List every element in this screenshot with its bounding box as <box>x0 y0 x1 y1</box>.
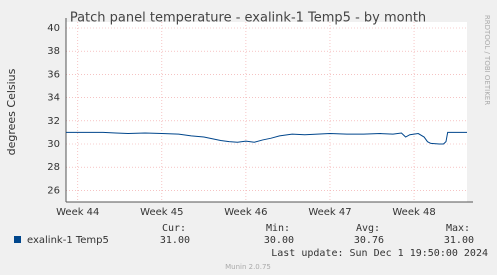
y-axis-label: degrees Celsius <box>5 68 18 155</box>
chart-title: Patch panel temperature - exalink-1 Temp… <box>70 11 426 26</box>
stat-header: Max: <box>446 223 470 234</box>
legend-label: exalink-1 Temp5 <box>27 235 109 246</box>
y-tick-label: 28 <box>47 162 60 173</box>
stat-header: Min: <box>266 223 290 234</box>
stat-value: 31.00 <box>160 235 190 246</box>
stat-header: Cur: <box>162 223 186 234</box>
y-tick-label: 26 <box>47 185 60 196</box>
data-line <box>66 131 467 145</box>
y-tick-label: 32 <box>47 116 60 127</box>
legend-swatch <box>14 236 21 243</box>
plot-area <box>66 22 467 202</box>
y-tick-label: 40 <box>47 23 60 34</box>
stat-value: 30.76 <box>354 235 384 246</box>
side-label: RRDTOOL / TOBI OETIKER <box>483 15 491 105</box>
x-tick-label: Week 44 <box>56 207 99 218</box>
y-tick-label: 38 <box>47 46 60 57</box>
y-tick-label: 34 <box>47 93 60 104</box>
stat-value: 30.00 <box>264 235 294 246</box>
footer: Munin 2.0.75 <box>225 263 271 271</box>
x-tick-label: Week 48 <box>392 207 435 218</box>
stat-value: 31.00 <box>444 235 474 246</box>
last-update: Last update: Sun Dec 1 19:50:00 2024 <box>271 248 488 259</box>
x-tick-label: Week 47 <box>308 207 351 218</box>
x-tick-label: Week 46 <box>224 207 267 218</box>
x-tick-label: Week 45 <box>140 207 183 218</box>
y-tick-label: 36 <box>47 69 60 80</box>
stat-header: Avg: <box>356 223 380 234</box>
y-tick-label: 30 <box>47 139 60 150</box>
